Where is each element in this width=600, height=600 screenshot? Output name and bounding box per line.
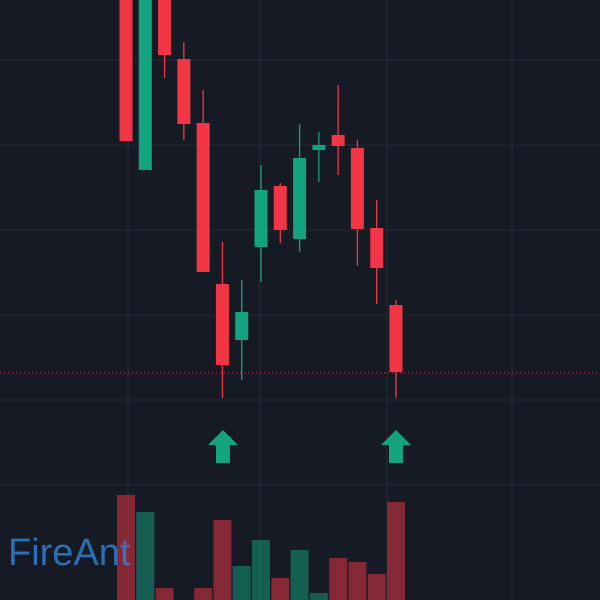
buy-signal-arrow xyxy=(381,430,411,463)
buy-signal-arrow xyxy=(208,430,238,463)
volume-bar xyxy=(367,574,386,600)
candle-body xyxy=(273,186,287,230)
candle-body xyxy=(293,158,307,239)
volume-bar xyxy=(136,512,155,600)
volume-bar xyxy=(290,550,309,600)
candle-body xyxy=(370,228,384,268)
candle-body xyxy=(331,135,345,146)
volume-bar xyxy=(155,588,174,600)
volume-bar xyxy=(252,540,270,600)
volume-bar xyxy=(194,588,213,600)
candle-body xyxy=(138,0,152,170)
candle-body xyxy=(196,123,210,272)
candle-body xyxy=(119,0,133,141)
candle-body xyxy=(389,305,403,372)
volume-bar xyxy=(329,558,348,600)
candle-body xyxy=(215,284,229,365)
candle-body xyxy=(254,190,268,247)
volume-bar xyxy=(232,566,251,600)
volume-bar xyxy=(213,520,232,600)
volume-bar xyxy=(117,495,135,600)
volume-bar xyxy=(309,593,328,600)
watermark: FireAnt xyxy=(8,532,131,574)
candle-body xyxy=(158,0,172,55)
candle-body xyxy=(312,145,326,150)
volume-bar xyxy=(271,578,290,600)
volume-bar xyxy=(348,562,367,600)
candle-body xyxy=(350,148,364,229)
volume-bar xyxy=(387,502,405,600)
price-panel xyxy=(0,0,600,398)
candle-body xyxy=(177,59,191,124)
candle-body xyxy=(235,312,249,340)
volume-panel xyxy=(117,495,405,600)
